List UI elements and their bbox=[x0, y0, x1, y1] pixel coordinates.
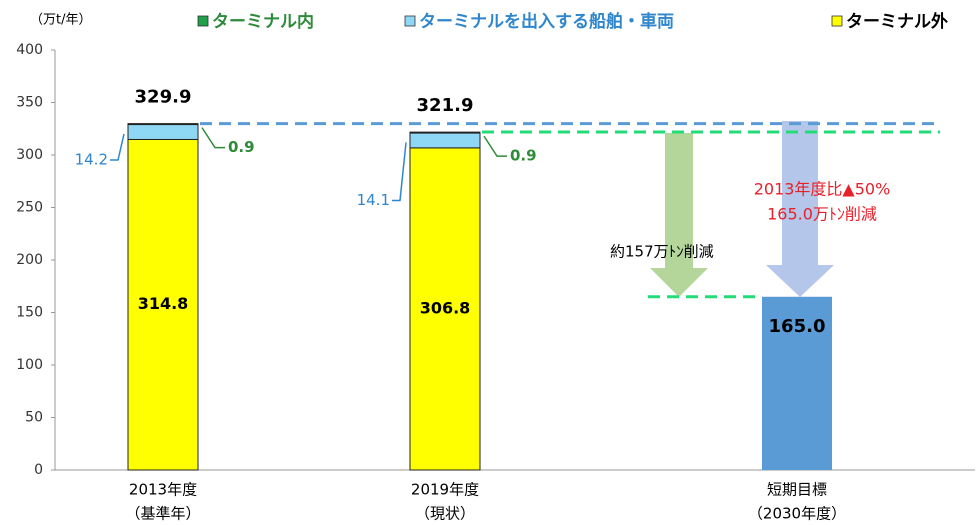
annotation: 約157万ﾄﾝ削減 bbox=[610, 243, 714, 261]
x-tick-label: 2013年度 bbox=[129, 481, 197, 499]
value-label: 14.1 bbox=[357, 191, 390, 209]
x-tick-label: （2030年度） bbox=[748, 505, 846, 523]
y-tick-label: 350 bbox=[16, 95, 43, 111]
reduction-arrow bbox=[650, 133, 708, 297]
bar-segment bbox=[409, 147, 481, 471]
legend-label: ターミナル内 bbox=[212, 11, 314, 32]
value-label: 314.8 bbox=[138, 294, 189, 313]
y-tick-label: 50 bbox=[25, 410, 43, 426]
legend-label: ターミナル外 bbox=[846, 11, 948, 32]
annotation: 165.0万ﾄﾝ削減 bbox=[767, 205, 877, 224]
y-tick-label: 150 bbox=[16, 305, 43, 321]
y-tick-label: 100 bbox=[16, 357, 43, 373]
bar-segment bbox=[127, 124, 199, 140]
total-label: 321.9 bbox=[417, 95, 474, 116]
y-tick-label: 400 bbox=[16, 42, 43, 58]
value-label: 306.8 bbox=[420, 298, 471, 317]
value-label: 0.9 bbox=[510, 147, 537, 165]
annotation: 2013年度比▲50% bbox=[754, 180, 891, 199]
legend-swatch bbox=[404, 15, 416, 27]
leader-line bbox=[201, 127, 225, 149]
leader-line bbox=[110, 133, 125, 161]
y-tick-label: 0 bbox=[34, 462, 43, 478]
bar-segment bbox=[409, 132, 481, 149]
x-tick-label: （現状） bbox=[415, 505, 475, 523]
value-label: 14.2 bbox=[75, 151, 108, 169]
y-tick-label: 200 bbox=[16, 252, 43, 268]
legend-label: ターミナルを出入する船舶・車両 bbox=[419, 11, 674, 32]
leader-line bbox=[392, 142, 407, 202]
target-label: 165.0 bbox=[769, 316, 826, 337]
value-label: 0.9 bbox=[228, 138, 255, 156]
bar-segment bbox=[127, 123, 199, 126]
unit-label: （万t/年） bbox=[30, 13, 91, 28]
bar-segment bbox=[127, 138, 199, 471]
target-arrow bbox=[766, 121, 834, 297]
x-tick-label: 短期目標 bbox=[767, 481, 827, 499]
target-bar bbox=[762, 296, 832, 470]
x-tick-label: 2019年度 bbox=[411, 481, 479, 499]
y-tick-label: 300 bbox=[16, 147, 43, 163]
y-tick-label: 250 bbox=[16, 200, 43, 216]
legend-swatch bbox=[197, 15, 209, 27]
legend-swatch bbox=[831, 15, 843, 27]
total-label: 329.9 bbox=[135, 87, 192, 108]
leader-line bbox=[483, 135, 507, 157]
x-tick-label: （基準年） bbox=[125, 505, 200, 523]
bar-segment bbox=[409, 131, 481, 134]
